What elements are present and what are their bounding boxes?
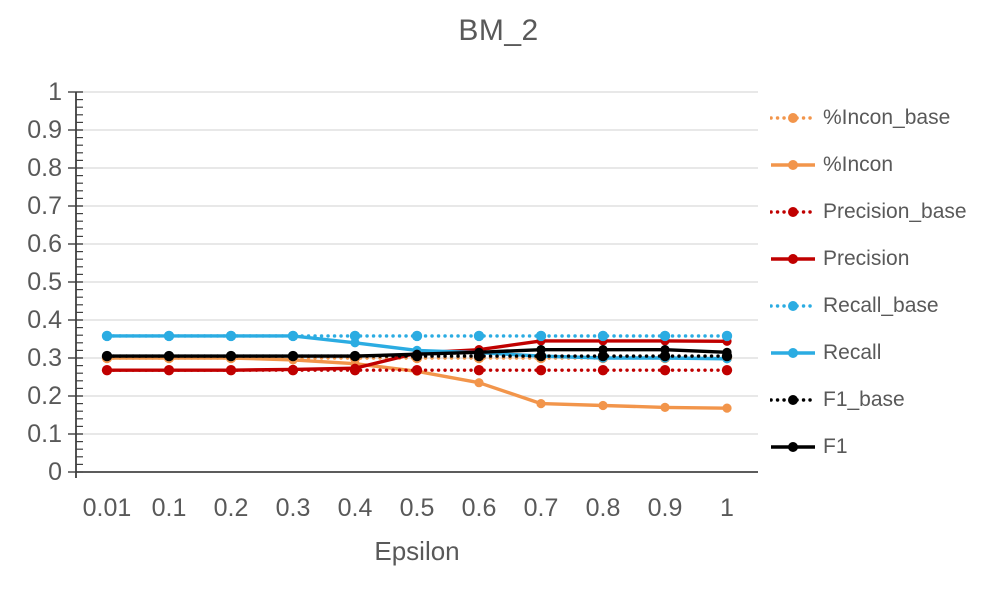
data-point-Precision_base [411, 364, 423, 376]
data-point-Recall [226, 331, 236, 341]
data-point-F1 [102, 351, 112, 361]
y-tick-label: 0.4 [27, 306, 62, 334]
x-tick-label: 0.9 [648, 494, 683, 522]
y-tick-label: 1 [48, 78, 62, 106]
data-point-F1 [226, 351, 236, 361]
data-point-F1 [536, 345, 546, 355]
data-point-Recall_base [659, 330, 671, 342]
y-tick-labels: 0 0.1 0.2 0.3 0.4 0.5 0.6 0.7 0.8 0.9 1 [27, 78, 62, 486]
x-tick-label: 0.5 [400, 494, 435, 522]
data-point-F1 [288, 351, 298, 361]
x-tick-label: 0.8 [586, 494, 621, 522]
data-point-Precision [102, 365, 112, 375]
data-point-Recall [102, 331, 112, 341]
data-point-Precision_base [721, 364, 733, 376]
data-point-F1 [412, 349, 422, 359]
data-point-F1 [598, 345, 608, 355]
x-tick-label: 0.7 [524, 494, 559, 522]
data-point-Recall_base [597, 330, 609, 342]
x-tick-label: 1 [720, 494, 734, 522]
data-point-F1_base [659, 350, 671, 362]
data-point-Recall_base [721, 330, 733, 342]
y-tick-label: 0.5 [27, 268, 62, 296]
data-point-F1 [474, 347, 484, 357]
axes [75, 92, 758, 478]
data-point-Recall [164, 331, 174, 341]
data-point-Recall [288, 331, 298, 341]
x-tick-label: 0.6 [462, 494, 497, 522]
data-point-Precision [350, 363, 360, 373]
data-point-%Incon [722, 403, 732, 413]
x-axis-title: Epsilon [374, 536, 460, 566]
y-tick-label: 0.6 [27, 230, 62, 258]
data-point-%Incon [598, 400, 608, 411]
y-tick-label: 0.2 [27, 382, 62, 410]
data-point-Precision_base [473, 364, 485, 376]
series-F1 [102, 345, 732, 361]
data-point-Precision_base [597, 364, 609, 376]
data-point-Precision [288, 364, 298, 374]
x-tick-label: 0.3 [276, 494, 311, 522]
data-point-Precision [164, 365, 174, 375]
y-tick-label: 0.9 [27, 116, 62, 144]
x-tick-label: 0.01 [83, 494, 132, 522]
y-tick-label: 0 [48, 458, 62, 486]
data-point-Recall_base [411, 330, 423, 342]
y-tick-label: 0.3 [27, 344, 62, 372]
y-tick-label: 0.7 [27, 192, 62, 220]
data-point-%Incon [660, 402, 670, 412]
data-point-F1_base [597, 350, 609, 362]
x-tick-label: 0.4 [338, 494, 373, 522]
data-point-Precision [226, 365, 236, 375]
data-point-F1 [660, 345, 670, 355]
data-point-F1 [722, 347, 732, 357]
data-point-Recall_base [535, 330, 547, 342]
data-point-%Incon [474, 378, 484, 388]
data-point-Recall_base [473, 330, 485, 342]
x-tick-label: 0.1 [152, 494, 187, 522]
x-tick-label: 0.2 [214, 494, 249, 522]
data-point-%Incon [536, 399, 546, 409]
x-tick-labels: 0.01 0.1 0.2 0.3 0.4 0.5 0.6 0.7 0.8 0.9 1 [83, 494, 734, 522]
y-tick-label: 0.8 [27, 154, 62, 182]
data-point-Recall_base [349, 330, 361, 342]
gridlines [76, 91, 758, 435]
y-axis-ticks [68, 91, 83, 473]
data-point-Precision_base [535, 364, 547, 376]
y-tick-label: 0.1 [27, 420, 62, 448]
data-point-F1 [164, 351, 174, 361]
data-point-F1_base [535, 350, 547, 362]
data-point-F1 [350, 351, 360, 361]
data-point-Precision_base [659, 364, 671, 376]
chart-title: BM_2 [458, 14, 539, 47]
data-point-Recall [350, 338, 360, 348]
